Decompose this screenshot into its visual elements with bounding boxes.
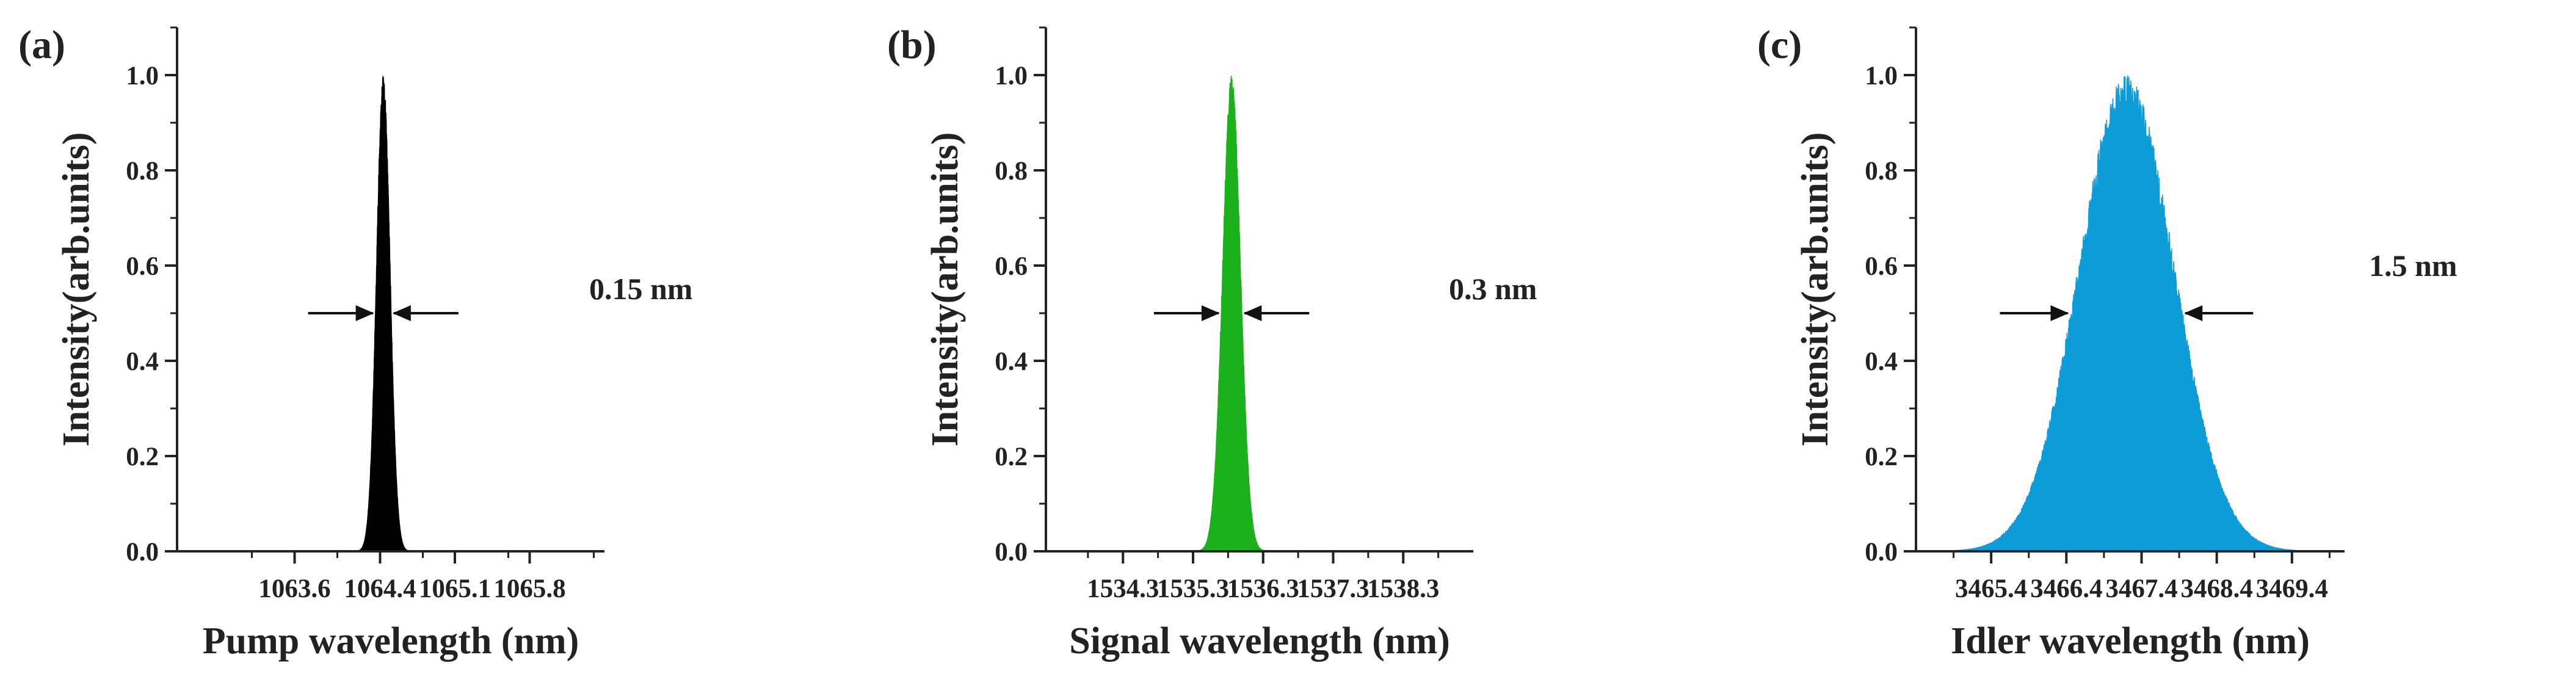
x-tick-label: 1537.3 xyxy=(1297,574,1369,603)
y-axis-label: Intensity(arb.units) xyxy=(1794,132,1836,446)
y-tick-label: 0.0 xyxy=(126,538,159,567)
x-tick-label: 3465.4 xyxy=(1955,574,2027,603)
y-tick-label: 0.2 xyxy=(1865,443,1898,471)
fwhm-arrowhead-left xyxy=(2050,305,2069,321)
chart-panel-2: 0.0 0.2 0.4 0.6 0.8 1.0 1534.31535.31536.31537… xyxy=(887,23,1537,662)
panel-letter: (c) xyxy=(1757,23,1802,67)
x-axis-label: Pump wavelength (nm) xyxy=(203,620,579,662)
fwhm-label: 0.3 nm xyxy=(1449,272,1537,306)
y-tick-label: 0.2 xyxy=(126,443,159,471)
y-tick-label: 0.0 xyxy=(1865,538,1898,567)
chart-panel-3: 0.0 0.2 0.4 0.6 0.8 1.0 3465.4 3466.4 3467.4 3468… xyxy=(1757,23,2457,662)
x-tick-label: 1535.3 xyxy=(1157,574,1229,603)
x-tick-label: 1065.8 xyxy=(493,574,565,603)
x-tick-label: 1064.4 xyxy=(344,574,416,603)
x-tick-label: 1065.1 xyxy=(419,574,491,603)
y-tick-label: 0.4 xyxy=(126,347,159,376)
x-tick-label: 1538.3 xyxy=(1367,574,1439,603)
x-tick-label: 1536.3 xyxy=(1227,574,1299,603)
fwhm-arrowhead-right xyxy=(392,305,411,321)
spectrum-series xyxy=(1191,75,1272,552)
fwhm-arrowhead-left xyxy=(1201,305,1220,321)
x-axis-label: Signal wavelength (nm) xyxy=(1069,620,1449,662)
fwhm-arrowhead-right xyxy=(1243,305,1262,321)
y-tick-label: 1.0 xyxy=(126,62,159,90)
panel-letter: (b) xyxy=(887,23,937,67)
fwhm-arrowhead-left xyxy=(355,305,374,321)
fwhm-arrowhead-right xyxy=(2184,305,2203,321)
x-axis-label: Idler wavelength (nm) xyxy=(1951,620,2310,662)
y-tick-label: 1.0 xyxy=(1865,62,1898,90)
y-tick-label: 0.6 xyxy=(126,252,159,281)
y-tick-label: 0.8 xyxy=(126,157,159,186)
x-tick-label: 3466.4 xyxy=(2030,574,2102,603)
chart-panel-1: 0.0 0.2 0.4 0.6 0.8 1.0 1063.6 1064.4 1065.1 1065… xyxy=(18,23,692,662)
panel-letter: (a) xyxy=(18,23,65,67)
y-tick-label: 0.6 xyxy=(1865,252,1898,281)
fwhm-label: 0.15 nm xyxy=(589,272,692,306)
spectrum-series xyxy=(352,76,415,552)
y-tick-label: 0.8 xyxy=(995,157,1028,186)
y-tick-label: 0.4 xyxy=(995,347,1028,376)
y-tick-label: 0.4 xyxy=(1865,347,1898,376)
y-axis-label: Intensity(arb.units) xyxy=(924,132,966,446)
y-tick-label: 0.0 xyxy=(995,538,1028,567)
x-tick-label: 3468.4 xyxy=(2181,574,2253,603)
y-tick-label: 0.6 xyxy=(995,252,1028,281)
x-tick-label: 3467.4 xyxy=(2105,574,2177,603)
x-tick-label: 3469.4 xyxy=(2256,574,2328,603)
x-tick-label: 1534.3 xyxy=(1087,574,1159,603)
y-tick-label: 0.8 xyxy=(1865,157,1898,186)
spectrum-series xyxy=(1915,75,2343,552)
y-axis-label: Intensity(arb.units) xyxy=(56,132,97,446)
y-tick-label: 0.2 xyxy=(995,443,1028,471)
y-tick-label: 1.0 xyxy=(995,62,1028,90)
axes-frame xyxy=(1045,27,1473,553)
x-tick-label: 1063.6 xyxy=(258,574,330,603)
fwhm-label: 1.5 nm xyxy=(2369,248,2457,283)
